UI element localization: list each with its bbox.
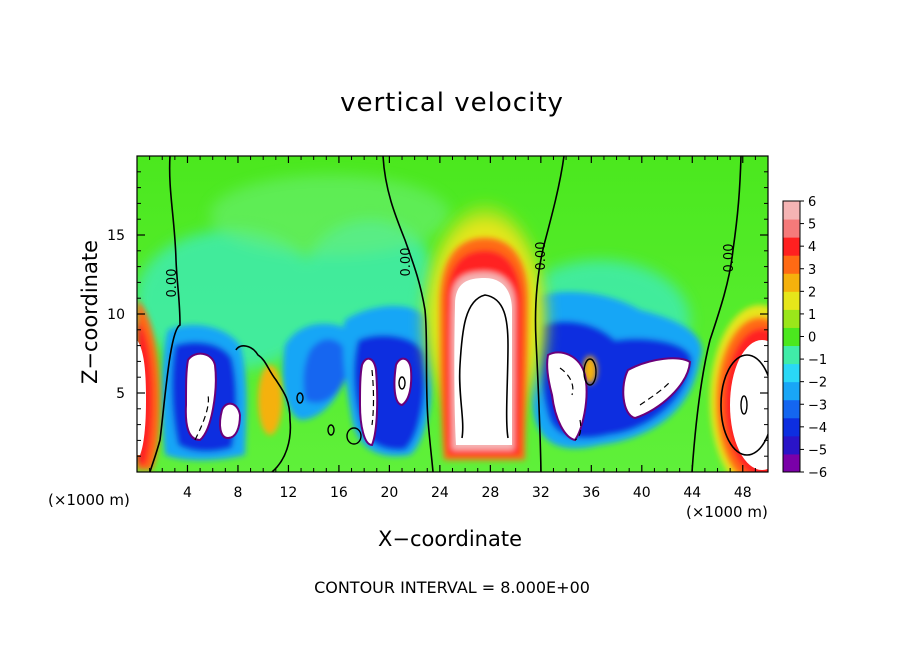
- colorbar-label: 3: [808, 263, 816, 278]
- contour-interval-text: CONTOUR INTERVAL = 8.000E+00: [314, 578, 590, 597]
- x-tick-label: 24: [431, 485, 449, 501]
- chart-title: vertical velocity: [340, 88, 564, 118]
- colorbar-label: 2: [808, 285, 816, 300]
- colorbar-swatch: [783, 273, 800, 292]
- colorbar-swatch: [783, 327, 800, 347]
- colorbar-swatch: [783, 417, 800, 437]
- colorbar-swatch: [783, 345, 800, 365]
- contour-label: 0.00: [722, 244, 737, 273]
- colorbar-label: −4: [808, 421, 827, 436]
- x-tick-label: 48: [734, 485, 752, 501]
- colorbar-label: 5: [808, 218, 816, 233]
- colorbar-label: −1: [808, 353, 827, 368]
- colorbar-label: 1: [808, 308, 816, 323]
- colorbar-swatch: [783, 435, 800, 455]
- x-tick-label: 40: [633, 485, 651, 501]
- colorbar-label: −5: [808, 443, 827, 458]
- x-tick-label: 44: [683, 485, 701, 501]
- contour-label: 0.00: [534, 242, 549, 271]
- x-tick-label: 28: [481, 485, 499, 501]
- y-tick-label: 5: [116, 386, 125, 402]
- colorbar-swatch: [783, 399, 800, 419]
- x-tick-label: 12: [280, 485, 298, 501]
- y-axis-title: Z−coordinate: [78, 240, 102, 384]
- colorbar-swatch: [783, 309, 800, 328]
- x-tick-label: 20: [380, 485, 398, 501]
- colorbar-swatch: [783, 291, 800, 310]
- x-unit-label-left: (×1000 m): [48, 491, 130, 509]
- colorbar-swatch: [783, 363, 800, 383]
- velocity-field: [137, 156, 768, 472]
- contour-label: 0.00: [165, 269, 180, 298]
- colorbar-swatch: [783, 219, 800, 238]
- y-tick-label: 15: [107, 228, 125, 244]
- colorbar-label: −6: [808, 466, 827, 481]
- y-tick-label: 10: [107, 307, 125, 323]
- colorbar-label: −3: [808, 398, 827, 413]
- colorbar-swatch: [783, 201, 800, 220]
- colorbar-label: 6: [808, 195, 816, 210]
- contour-label: 0.00: [399, 248, 414, 277]
- x-tick-label: 36: [582, 485, 600, 501]
- colorbar-label: −2: [808, 376, 827, 391]
- colorbar-swatch: [783, 237, 800, 256]
- colorbar-swatch: [783, 453, 800, 473]
- x-tick-label: 8: [233, 485, 242, 501]
- colorbar-label: 0: [808, 331, 816, 346]
- x-tick-label: 16: [330, 485, 348, 501]
- x-unit-label-right: (×1000 m): [686, 503, 768, 521]
- colorbar-swatch: [783, 381, 800, 401]
- x-axis-title: X−coordinate: [378, 527, 522, 551]
- x-tick-label: 4: [183, 485, 192, 501]
- colorbar-label: 4: [808, 240, 816, 255]
- x-tick-label: 32: [532, 485, 550, 501]
- colorbar-swatch: [783, 255, 800, 274]
